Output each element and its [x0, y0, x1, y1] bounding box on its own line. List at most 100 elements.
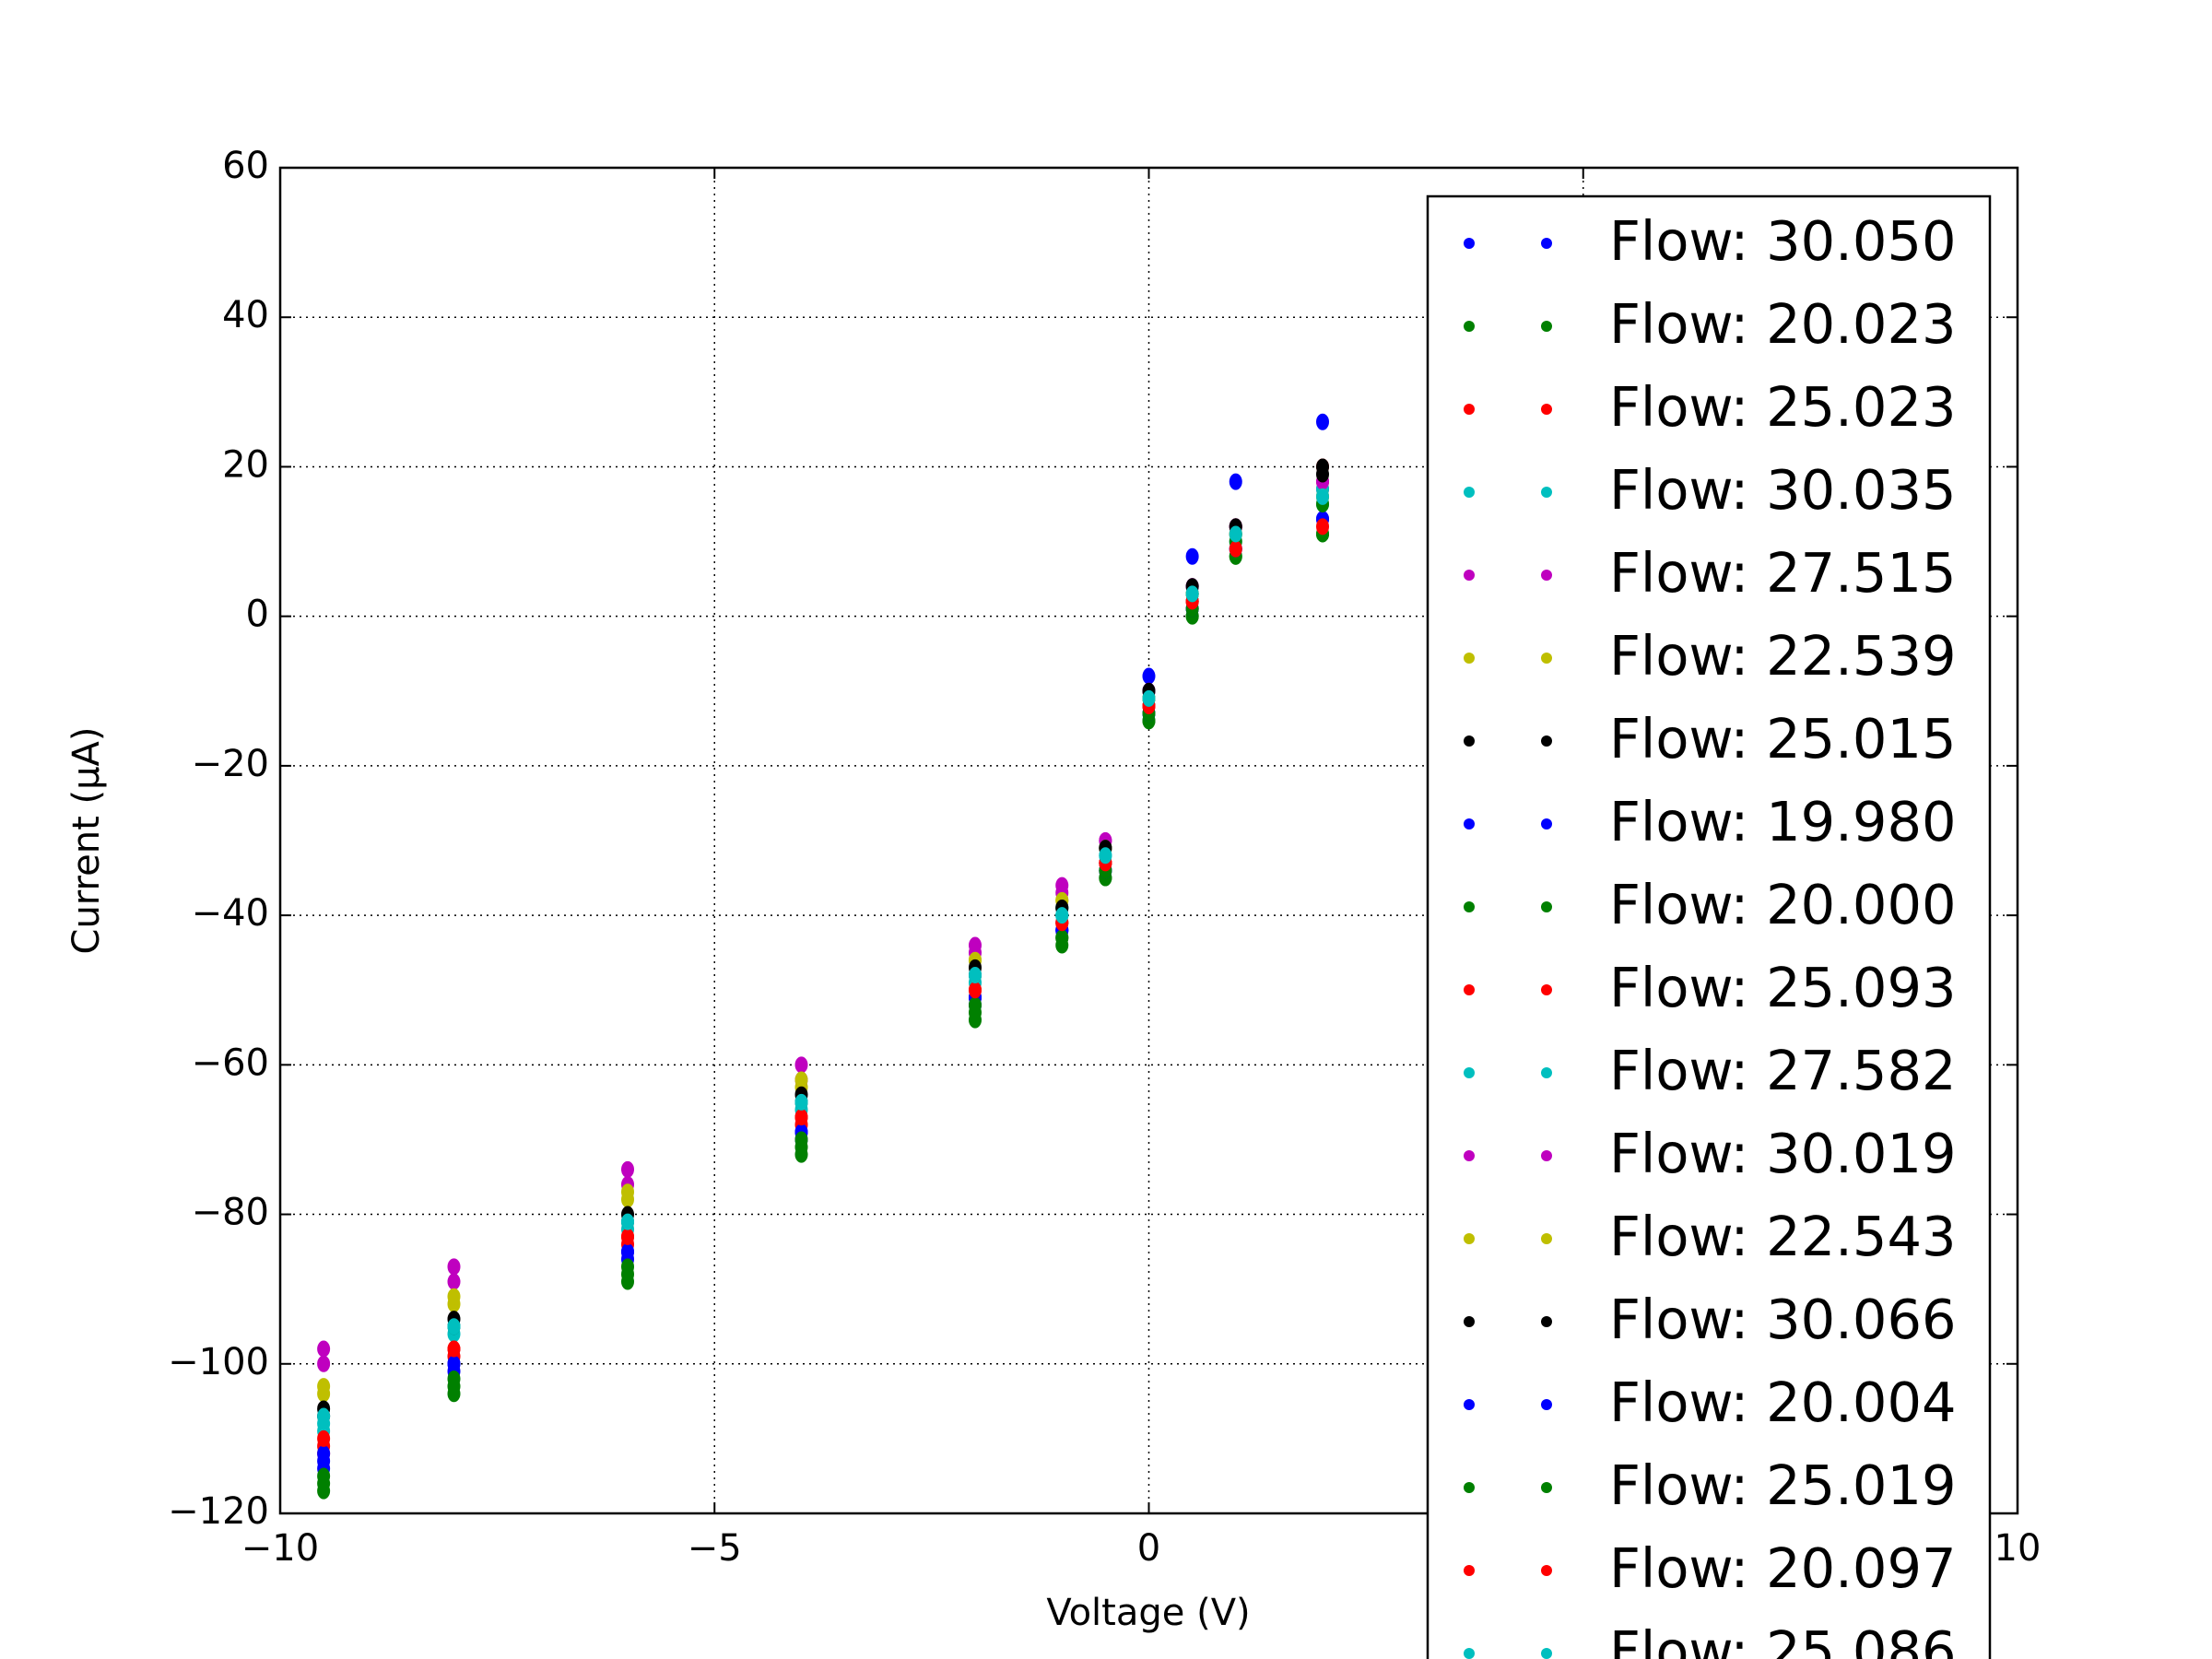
data-point — [317, 1355, 331, 1372]
data-point — [1229, 540, 1242, 558]
data-point — [1316, 465, 1329, 483]
legend-label: Flow: 30.066 — [1609, 1288, 1957, 1351]
legend-marker — [1541, 1482, 1552, 1493]
legend-marker — [1464, 653, 1475, 664]
y-tick-label: −40 — [192, 892, 269, 935]
data-point — [621, 1258, 634, 1276]
y-tick-label: −60 — [192, 1041, 269, 1084]
legend-marker — [1541, 404, 1552, 415]
data-point — [794, 1131, 808, 1148]
legend-marker — [1541, 1399, 1552, 1410]
data-point — [447, 1288, 461, 1305]
y-tick-label: 60 — [222, 145, 269, 187]
legend-label: Flow: 20.023 — [1609, 292, 1957, 356]
data-point — [621, 1183, 634, 1201]
legend-marker — [1464, 1482, 1475, 1493]
legend-marker — [1464, 1399, 1475, 1410]
data-point — [1055, 929, 1069, 947]
data-point — [447, 1355, 461, 1372]
data-point — [794, 1109, 808, 1126]
data-point — [1229, 473, 1242, 490]
legend-marker — [1541, 1067, 1552, 1078]
legend-marker — [1541, 321, 1552, 332]
data-point — [447, 1371, 461, 1387]
legend-marker — [1541, 984, 1552, 995]
data-point — [317, 1378, 331, 1395]
legend-marker — [1464, 404, 1475, 415]
legend-label: Flow: 30.019 — [1609, 1122, 1957, 1185]
legend-marker — [1464, 1150, 1475, 1161]
plot-points — [317, 227, 1981, 1500]
legend-label: Flow: 25.086 — [1609, 1619, 1957, 1659]
y-tick-label: 40 — [222, 294, 269, 336]
legend-marker — [1464, 238, 1475, 249]
legend-marker — [1464, 321, 1475, 332]
legend-label: Flow: 20.000 — [1609, 873, 1957, 936]
data-point — [1229, 525, 1242, 543]
y-tick-label: −120 — [168, 1490, 269, 1533]
legend-label: Flow: 27.582 — [1609, 1039, 1957, 1102]
x-tick-label: 10 — [1994, 1527, 2041, 1570]
data-point — [1316, 488, 1329, 505]
data-point — [621, 1160, 634, 1178]
y-axis-label: Current (μA) — [65, 727, 108, 955]
legend-label: Flow: 30.035 — [1609, 458, 1957, 522]
x-tick-label: 0 — [1137, 1527, 1160, 1570]
legend-marker — [1541, 818, 1552, 830]
legend-label: Flow: 25.023 — [1609, 375, 1957, 439]
x-tick-label: −10 — [241, 1527, 319, 1570]
y-tick-label: −20 — [192, 743, 269, 785]
legend-label: Flow: 22.543 — [1609, 1205, 1957, 1268]
data-point — [1055, 907, 1069, 924]
legend-marker — [1464, 570, 1475, 581]
legend-label: Flow: 20.004 — [1609, 1371, 1957, 1434]
legend-label: Flow: 30.050 — [1609, 209, 1957, 273]
data-point — [794, 1071, 808, 1088]
data-point — [1142, 689, 1156, 707]
data-point — [969, 967, 982, 983]
y-tick-label: 0 — [246, 594, 269, 636]
plot-frame — [278, 166, 2019, 1515]
legend-box — [1426, 194, 1992, 1659]
legend-marker — [1541, 1150, 1552, 1161]
legend-marker — [1464, 984, 1475, 995]
data-point — [969, 982, 982, 999]
legend-marker — [1541, 735, 1552, 747]
legend-marker — [1541, 901, 1552, 912]
legend-label: Flow: 22.539 — [1609, 624, 1957, 688]
legend-marker — [1541, 1316, 1552, 1327]
data-point — [621, 1228, 634, 1245]
data-point — [1316, 413, 1329, 430]
data-point — [317, 1340, 331, 1358]
data-point — [447, 1273, 461, 1290]
legend-marker — [1541, 1648, 1552, 1659]
legend: Flow: 30.050 Flow: 20.023 Flow: 25.023 Flow… — [1426, 194, 1992, 1659]
x-axis-label: Voltage (V) — [1046, 1592, 1250, 1634]
data-point — [447, 1340, 461, 1358]
legend-marker — [1541, 1565, 1552, 1576]
data-point — [1099, 847, 1112, 865]
legend-marker — [1464, 901, 1475, 912]
legend-marker — [1464, 1233, 1475, 1244]
legend-label: Flow: 19.980 — [1609, 790, 1957, 853]
legend-label: Flow: 20.097 — [1609, 1536, 1957, 1600]
legend-marker — [1464, 1067, 1475, 1078]
legend-marker — [1541, 653, 1552, 664]
data-point — [317, 1467, 331, 1485]
data-point — [317, 1430, 331, 1447]
x-tick-label: −5 — [688, 1527, 742, 1570]
data-point — [317, 1407, 331, 1425]
legend-marker — [1541, 238, 1552, 249]
legend-marker — [1464, 487, 1475, 498]
data-point — [1142, 667, 1156, 685]
data-point — [621, 1213, 634, 1230]
data-point — [794, 1056, 808, 1074]
legend-marker — [1464, 1648, 1475, 1659]
data-point — [621, 1243, 634, 1261]
y-tick-label: −80 — [192, 1192, 269, 1234]
data-point — [794, 1093, 808, 1111]
legend-marker — [1541, 487, 1552, 498]
legend-marker — [1464, 735, 1475, 747]
